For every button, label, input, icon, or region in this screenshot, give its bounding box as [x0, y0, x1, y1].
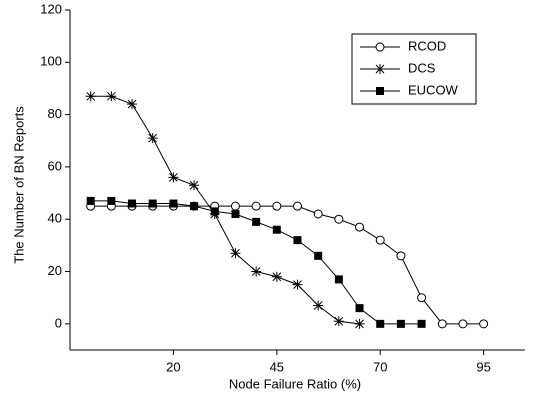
marker — [354, 318, 365, 329]
marker — [479, 319, 489, 329]
marker — [230, 248, 241, 259]
marker — [128, 199, 137, 208]
marker — [251, 201, 261, 211]
marker — [376, 319, 385, 328]
legend-marker — [375, 64, 385, 74]
y-tick-label: 80 — [48, 106, 62, 121]
y-tick-label: 120 — [40, 1, 62, 16]
x-tick-label: 95 — [476, 359, 490, 374]
marker — [272, 225, 281, 234]
marker — [396, 251, 406, 261]
marker — [230, 201, 240, 211]
marker — [293, 201, 302, 211]
y-tick-label: 100 — [40, 54, 62, 69]
y-tick-label: 40 — [48, 211, 62, 226]
y-axis-label: The Number of BN Reports — [11, 106, 26, 264]
legend-marker — [376, 87, 384, 95]
legend-label: DCS — [408, 60, 436, 75]
marker — [333, 316, 344, 327]
marker — [375, 235, 385, 245]
marker — [437, 319, 447, 329]
marker — [271, 271, 282, 282]
legend-label: RCOD — [408, 38, 446, 53]
marker — [168, 172, 179, 183]
x-tick-label: 45 — [270, 359, 284, 374]
marker — [293, 236, 302, 245]
marker — [107, 196, 116, 205]
marker — [334, 275, 343, 284]
legend-label: EUCOW — [408, 82, 459, 97]
legend-marker — [375, 42, 385, 52]
marker — [292, 279, 303, 290]
marker — [313, 209, 323, 219]
marker — [169, 199, 178, 208]
marker — [396, 319, 405, 328]
marker — [106, 91, 117, 102]
x-tick-label: 70 — [373, 359, 387, 374]
y-tick-label: 20 — [48, 263, 62, 278]
marker — [127, 99, 138, 110]
y-tick-label: 60 — [48, 158, 62, 173]
marker — [86, 196, 95, 205]
marker — [252, 217, 261, 226]
marker — [334, 214, 344, 224]
series-line — [90, 205, 484, 325]
x-tick-label: 20 — [166, 359, 180, 374]
marker — [251, 266, 262, 277]
marker — [189, 180, 200, 191]
marker — [231, 210, 240, 218]
marker — [314, 251, 323, 260]
marker — [85, 91, 96, 102]
marker — [417, 319, 426, 328]
x-axis-label: Node Failure Ratio (%) — [229, 376, 361, 391]
marker — [147, 133, 158, 144]
marker — [313, 300, 324, 311]
marker — [355, 222, 365, 232]
marker — [272, 201, 282, 211]
y-tick-label: 0 — [55, 315, 62, 330]
marker — [417, 293, 427, 303]
marker — [355, 304, 364, 313]
marker — [190, 202, 199, 211]
marker — [458, 319, 468, 329]
marker — [148, 199, 157, 208]
marker — [210, 207, 219, 216]
